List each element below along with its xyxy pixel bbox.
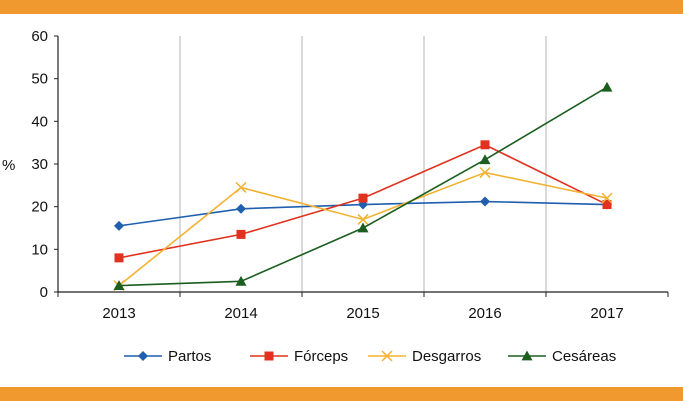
data-point — [601, 81, 613, 92]
data-point — [235, 275, 247, 286]
top-orange-band — [0, 0, 683, 14]
cross-stroke — [357, 213, 369, 225]
data-point — [235, 181, 247, 193]
legend-marker — [264, 351, 274, 361]
legend-item: Desgarros — [368, 348, 481, 365]
cross-stroke — [479, 167, 491, 179]
legend-item: Fórceps — [250, 348, 348, 365]
series-line — [118, 86, 608, 287]
data-point — [480, 140, 490, 150]
data-point — [236, 203, 246, 214]
legend-label: Cesáreas — [552, 348, 616, 365]
data-point — [114, 220, 124, 231]
cross-stroke — [235, 181, 247, 193]
y-tick-label: 20 — [31, 199, 48, 216]
cross-stroke — [601, 192, 613, 204]
data-point — [357, 213, 369, 225]
legend-item: Cesáreas — [508, 348, 616, 365]
data-point — [480, 196, 490, 207]
x-tick-label: 2017 — [590, 305, 623, 322]
x-tick-label: 2014 — [224, 305, 257, 322]
data-point — [601, 192, 613, 204]
data-point — [113, 280, 125, 290]
series-forceps — [114, 140, 612, 263]
legend-label: Fórceps — [294, 348, 348, 365]
y-tick-label: 0 — [40, 284, 48, 301]
data-point — [479, 154, 491, 165]
y-tick-label: 10 — [31, 241, 48, 258]
data-point — [357, 222, 369, 233]
cross-stroke — [381, 350, 393, 362]
legend-item: Partos — [124, 348, 211, 365]
legend-label: Partos — [168, 348, 211, 365]
data-point — [358, 193, 368, 203]
bottom-orange-band — [0, 387, 683, 401]
x-tick-label: 2016 — [468, 305, 501, 322]
legend-marker — [138, 351, 148, 361]
data-point — [236, 229, 246, 239]
series-cesareas — [113, 81, 613, 290]
x-tick-label: 2015 — [346, 305, 379, 322]
y-tick-label: 60 — [31, 28, 48, 45]
legend-label: Desgarros — [412, 348, 481, 365]
y-tick-label: 40 — [31, 113, 48, 130]
x-tick-label: 2013 — [102, 305, 135, 322]
y-tick-label: 30 — [31, 156, 48, 173]
data-point — [602, 200, 612, 210]
legend-marker — [521, 350, 533, 361]
data-point — [114, 253, 124, 263]
y-axis-label: % — [2, 157, 15, 174]
data-point — [479, 167, 491, 179]
y-tick-label: 50 — [31, 71, 48, 88]
legend-marker — [381, 350, 393, 362]
